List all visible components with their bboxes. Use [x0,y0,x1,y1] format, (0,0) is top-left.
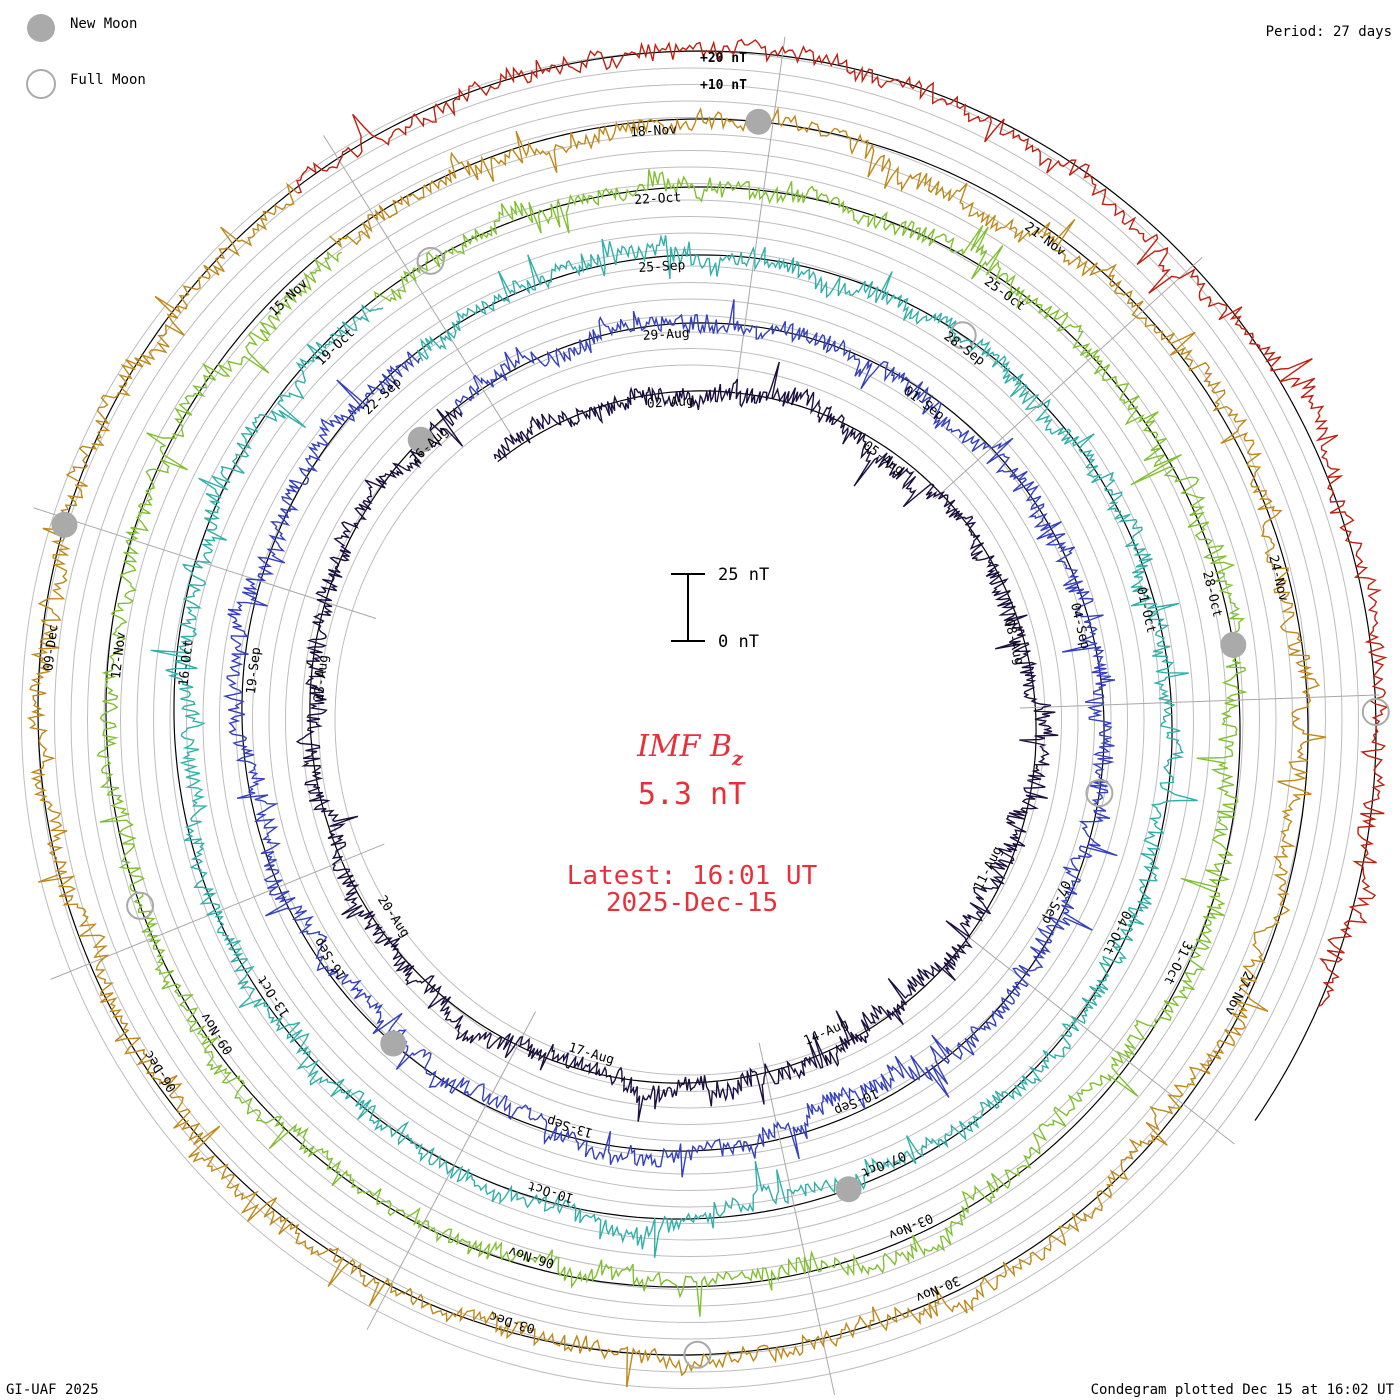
full-moon-marker [126,891,155,920]
day-spoke [949,922,1235,1145]
grid-circle [301,331,1079,1109]
grid-circle [136,166,1244,1274]
new-moon-marker [835,1176,862,1203]
scale-top-label: 25 nT [718,565,769,585]
date-label: 10-Oct [526,1177,575,1205]
grid-circle [87,117,1293,1323]
new-moon-marker [380,1030,407,1057]
latest-date: 2025-Dec-15 [606,888,778,918]
trace-1 [295,361,1059,1122]
grid-circle [153,183,1227,1257]
date-label: 29-Aug [642,326,690,344]
center-title-sub: z [731,748,744,770]
date-label: 19-Sep [244,646,264,695]
date-label: 24-Nov [1265,554,1291,603]
date-label: 01-Oct [1133,586,1159,635]
credit-label: GI-UAF 2025 [6,1382,99,1398]
full-moon-marker [683,1340,712,1369]
new-moon-marker [407,426,434,453]
trace-3 [150,233,1198,1259]
period-label: Period: 27 days [1265,24,1392,40]
trace-layer [27,38,1389,1388]
full-moon-marker [416,246,445,275]
full-moon-marker [1085,779,1114,808]
full-moon-marker [948,321,977,350]
date-label: 18-Nov [630,122,678,140]
new-moon-icon [27,14,55,42]
full-moon-marker [1361,698,1390,726]
date-label: 28-Oct [1199,570,1225,619]
new-moon-marker [51,511,78,538]
new-moon-marker [1220,631,1247,658]
date-label: 08-Aug [1001,617,1027,666]
center-title-main: IMF B [636,729,732,764]
grid-circle [268,298,1112,1142]
new-moon-marker [745,108,772,135]
trace-5 [27,106,1327,1388]
grid-circle [318,348,1062,1092]
full-moon-label: Full Moon [70,72,146,88]
scale-bottom-label: 0 nT [718,632,759,652]
date-label: 25-Sep [638,258,686,276]
latest-time: Latest: 16:01 UT [567,861,818,891]
date-label: 12-Nov [109,631,129,680]
moon-layer [51,108,1390,1369]
grid-circle [186,216,1194,1224]
trace-4 [96,169,1248,1317]
grid-circle [70,100,1310,1340]
grid-circle [54,84,1326,1356]
day-spoke [33,507,377,619]
day-spoke [758,1042,835,1395]
trace-6 [296,38,1389,1008]
plotted-label: Condegram plotted Dec 15 at 16:02 UT [1090,1382,1394,1398]
date-label: 09-Nov [198,1009,237,1057]
trace-2 [222,299,1118,1178]
date-label: 06-Dec [141,1047,179,1094]
date-label: 06-Nov [507,1243,556,1271]
date-label: 23-Aug [312,654,332,702]
new-moon-label: New Moon [70,16,137,32]
grid-circle [103,133,1277,1307]
day-spoke [934,257,1203,500]
grid-circle [169,199,1211,1241]
grid-circle [202,232,1178,1208]
center-value: 5.3 nT [638,777,746,812]
ref-label-10: +10 nT [700,78,747,93]
date-label: 09-Dec [41,624,61,672]
day-spoke [323,135,516,441]
grid-circle [334,364,1046,1076]
full-moon-icon [26,69,56,99]
date-label: 28-Sep [941,329,988,369]
scale-bar [671,573,705,642]
grid-layer [21,50,1377,1389]
ref-label-20: +20 nT [700,51,747,66]
date-label: 02-Aug [646,394,694,412]
date-label: 16-Oct [176,639,196,687]
baseline-spiral [37,50,1377,1356]
date-label: 22-Oct [634,190,682,208]
day-spoke [1019,694,1380,709]
center-title: IMF Bz [636,729,744,770]
grid-circle [120,150,1260,1290]
